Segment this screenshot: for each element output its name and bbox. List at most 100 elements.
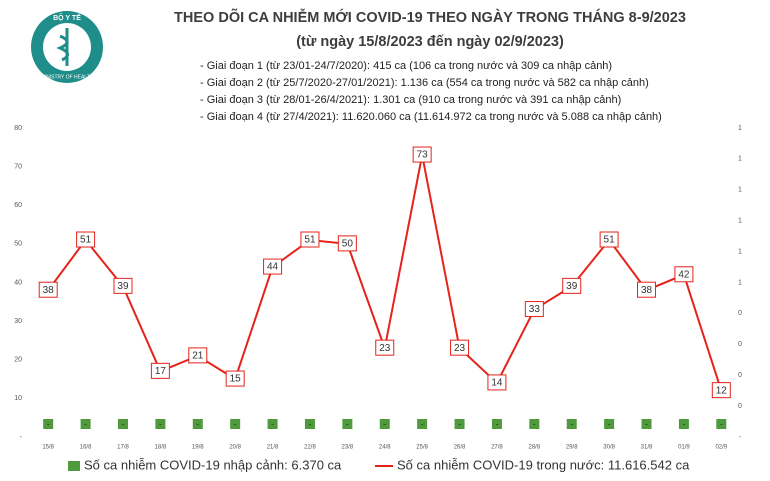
bar-label-box — [192, 419, 203, 429]
y-tick-label: 80 — [14, 125, 22, 132]
x-tick-label: 02/9 — [715, 445, 727, 451]
x-tick-label: 23/8 — [342, 445, 354, 451]
logo: BỘ Y TẾ MINISTRY OF HEALTH — [31, 11, 103, 83]
data-label-box — [150, 362, 170, 379]
bar-label-box — [678, 419, 689, 429]
note: - Giai đoạn 2 (từ 25/7/2020-27/01/2021):… — [200, 77, 649, 89]
data-label-box — [375, 339, 395, 356]
note: - Giai đoạn 4 (từ 27/4/2021): 11.620.060… — [200, 111, 662, 123]
data-label-box — [487, 374, 507, 391]
bar-label: - — [47, 420, 50, 429]
chart-subtitle: (từ ngày 15/8/2023 đến ngày 02/9/2023) — [296, 34, 564, 50]
bar-label-box — [379, 419, 390, 429]
data-label: 14 — [491, 378, 503, 389]
data-label: 38 — [43, 285, 55, 296]
bar-label: - — [645, 420, 648, 429]
x-tick-label: 28/8 — [528, 445, 540, 451]
y-tick-label: 50 — [14, 241, 22, 248]
data-label-box — [450, 339, 470, 356]
bar-label-box — [230, 419, 241, 429]
bar-label-box — [304, 419, 315, 429]
x-tick-label: 29/8 — [566, 445, 578, 451]
data-label: 38 — [641, 285, 653, 296]
data-label-box — [524, 301, 544, 318]
x-tick-label: 24/8 — [379, 445, 391, 451]
logo-emblem — [56, 28, 69, 66]
x-tick-label: 19/8 — [192, 445, 204, 451]
x-tick-label: 26/8 — [454, 445, 466, 451]
bar-label-box — [342, 419, 353, 429]
bar-label-box — [566, 419, 577, 429]
bar-label: - — [570, 420, 573, 429]
bar-label: - — [458, 420, 461, 429]
y-tick-label: - — [20, 434, 23, 441]
note: - Giai đoạn 1 (từ 23/01-24/7/2020): 415 … — [200, 60, 612, 72]
data-label: 21 — [192, 351, 204, 362]
data-label: 12 — [716, 385, 728, 396]
data-label: 73 — [417, 150, 429, 161]
data-label: 23 — [379, 343, 391, 354]
x-tick-label: 22/8 — [304, 445, 316, 451]
y2-tick-label: 0 — [738, 310, 742, 317]
bar-label: - — [421, 420, 424, 429]
x-tick-label: 25/8 — [416, 445, 428, 451]
data-label-box — [113, 277, 133, 294]
logo-bottom: MINISTRY OF HEALTH — [41, 74, 94, 80]
y2-tick-label: 0 — [738, 372, 742, 379]
data-label: 23 — [454, 343, 466, 354]
bar-label-box — [604, 419, 615, 429]
x-tick-label: 16/8 — [80, 445, 92, 451]
data-label-box — [337, 235, 357, 252]
data-label: 51 — [304, 235, 316, 246]
bar-label: - — [383, 420, 386, 429]
x-tick-label: 30/8 — [603, 445, 615, 451]
data-label: 15 — [230, 374, 242, 385]
bar-label: - — [683, 420, 686, 429]
bar-label: - — [271, 420, 274, 429]
data-label: 44 — [267, 262, 279, 273]
x-tick-label: 01/9 — [678, 445, 690, 451]
data-label: 51 — [604, 235, 616, 246]
bar-label-box — [267, 419, 278, 429]
data-label-box — [674, 266, 694, 283]
y2-tick-label: 0 — [738, 341, 742, 348]
note: - Giai đoạn 3 (từ 28/01-26/4/2021): 1.30… — [200, 94, 621, 106]
data-label: 39 — [117, 281, 129, 292]
bar-label: - — [122, 420, 125, 429]
data-label: 50 — [342, 239, 354, 250]
x-tick-label: 18/8 — [155, 445, 167, 451]
y2-tick-label: 1 — [738, 156, 742, 163]
logo-top: BỘ Y TẾ — [53, 12, 81, 22]
y2-tick-label: 1 — [738, 248, 742, 255]
data-label-box — [225, 370, 245, 387]
legend-label: Số ca nhiễm COVID-19 nhập cảnh: 6.370 ca — [84, 457, 342, 472]
data-label-box — [76, 231, 96, 248]
x-tick-label: 27/8 — [491, 445, 503, 451]
y2-tick-label: 1 — [738, 279, 742, 286]
data-label: 17 — [155, 366, 167, 377]
y2-tick-label: 1 — [738, 125, 742, 132]
y-tick-label: 60 — [14, 202, 22, 209]
y2-tick-label: 1 — [738, 218, 742, 225]
x-tick-label: 15/8 — [42, 445, 54, 451]
x-tick-label: 31/8 — [641, 445, 653, 451]
y-tick-label: 70 — [14, 163, 22, 170]
bar-label-box — [117, 419, 128, 429]
bar-label-box — [716, 419, 727, 429]
data-label: 51 — [80, 235, 92, 246]
chart-title: THEO DÕI CA NHIỄM MỚI COVID-19 THEO NGÀY… — [174, 8, 686, 26]
data-label: 39 — [566, 281, 578, 292]
bar-label: - — [533, 420, 536, 429]
data-label-box — [188, 347, 208, 364]
legend-swatch — [68, 461, 80, 471]
bar-label: - — [196, 420, 199, 429]
bar-label: - — [234, 420, 237, 429]
x-tick-label: 20/8 — [229, 445, 241, 451]
bar-label: - — [720, 420, 723, 429]
y2-tick-label: 1 — [738, 187, 742, 194]
bar-label-box — [80, 419, 91, 429]
data-label-box — [412, 146, 432, 163]
data-label-box — [300, 231, 320, 248]
legend-label: Số ca nhiễm COVID-19 trong nước: 11.616.… — [397, 457, 690, 472]
x-tick-label: 21/8 — [267, 445, 279, 451]
